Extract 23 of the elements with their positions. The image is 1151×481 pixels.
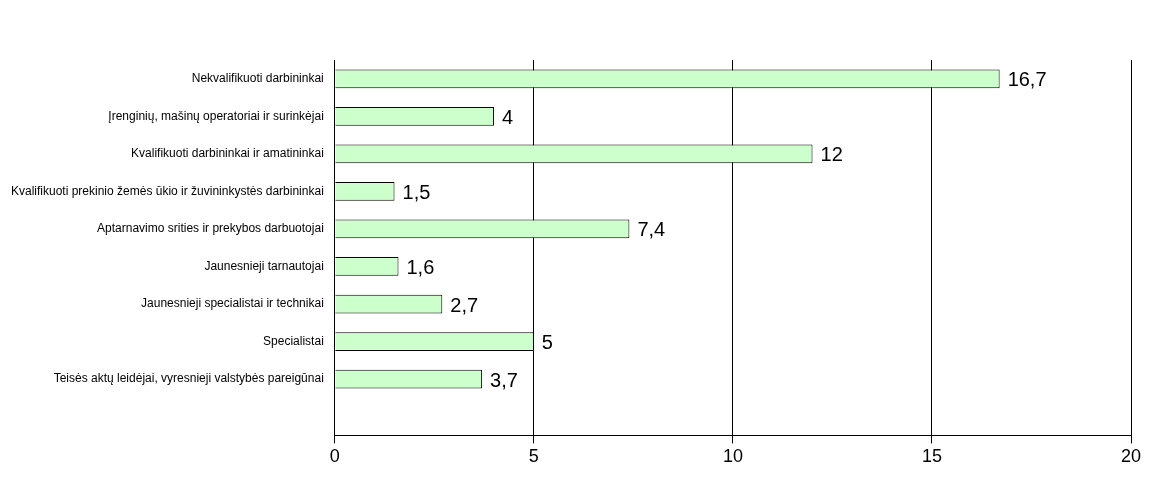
data-label: 1,6	[406, 255, 435, 278]
data-label: 12	[820, 143, 843, 166]
x-tick-label: 10	[722, 446, 743, 467]
data-label: 16,7	[1007, 68, 1047, 91]
data-label: 2,7	[450, 293, 479, 316]
y-tick-label: Kvalifikuoti prekinio žemės ūkio ir žuvininkystės darbininkai	[10, 183, 324, 198]
y-tick-label: Aptarnavimo srities ir prekybos darbuotojai	[97, 221, 324, 236]
y-tick-label: Nekvalifikuoti darbininkai	[191, 71, 324, 86]
y-tick-label: Specialistai	[263, 333, 324, 348]
x-tick-label: 20	[1120, 446, 1142, 467]
data-label: 1,5	[402, 180, 431, 203]
y-tick-label: Jaunesnieji tarnautojai	[204, 258, 324, 273]
x-tick-label: 5	[528, 446, 539, 467]
x-tick-label: 15	[921, 446, 942, 467]
data-label: 5	[541, 331, 553, 354]
y-tick-label: Teisės aktų leidėjai, vyresnieji valstybės pareigūnai	[53, 371, 324, 386]
data-label: 7,4	[637, 218, 666, 241]
data-label: 3,7	[490, 368, 518, 391]
y-tick-label: Jaunesnieji specialistai ir technikai	[141, 296, 324, 311]
data-label: 4	[502, 105, 514, 128]
x-tick-label: 0	[329, 446, 340, 467]
y-tick-label: Įrenginių, mašinų operatoriai ir surinkėjai	[108, 108, 324, 123]
y-tick-label: Kvalifikuoti darbininkai ir amatininkai	[131, 146, 324, 161]
